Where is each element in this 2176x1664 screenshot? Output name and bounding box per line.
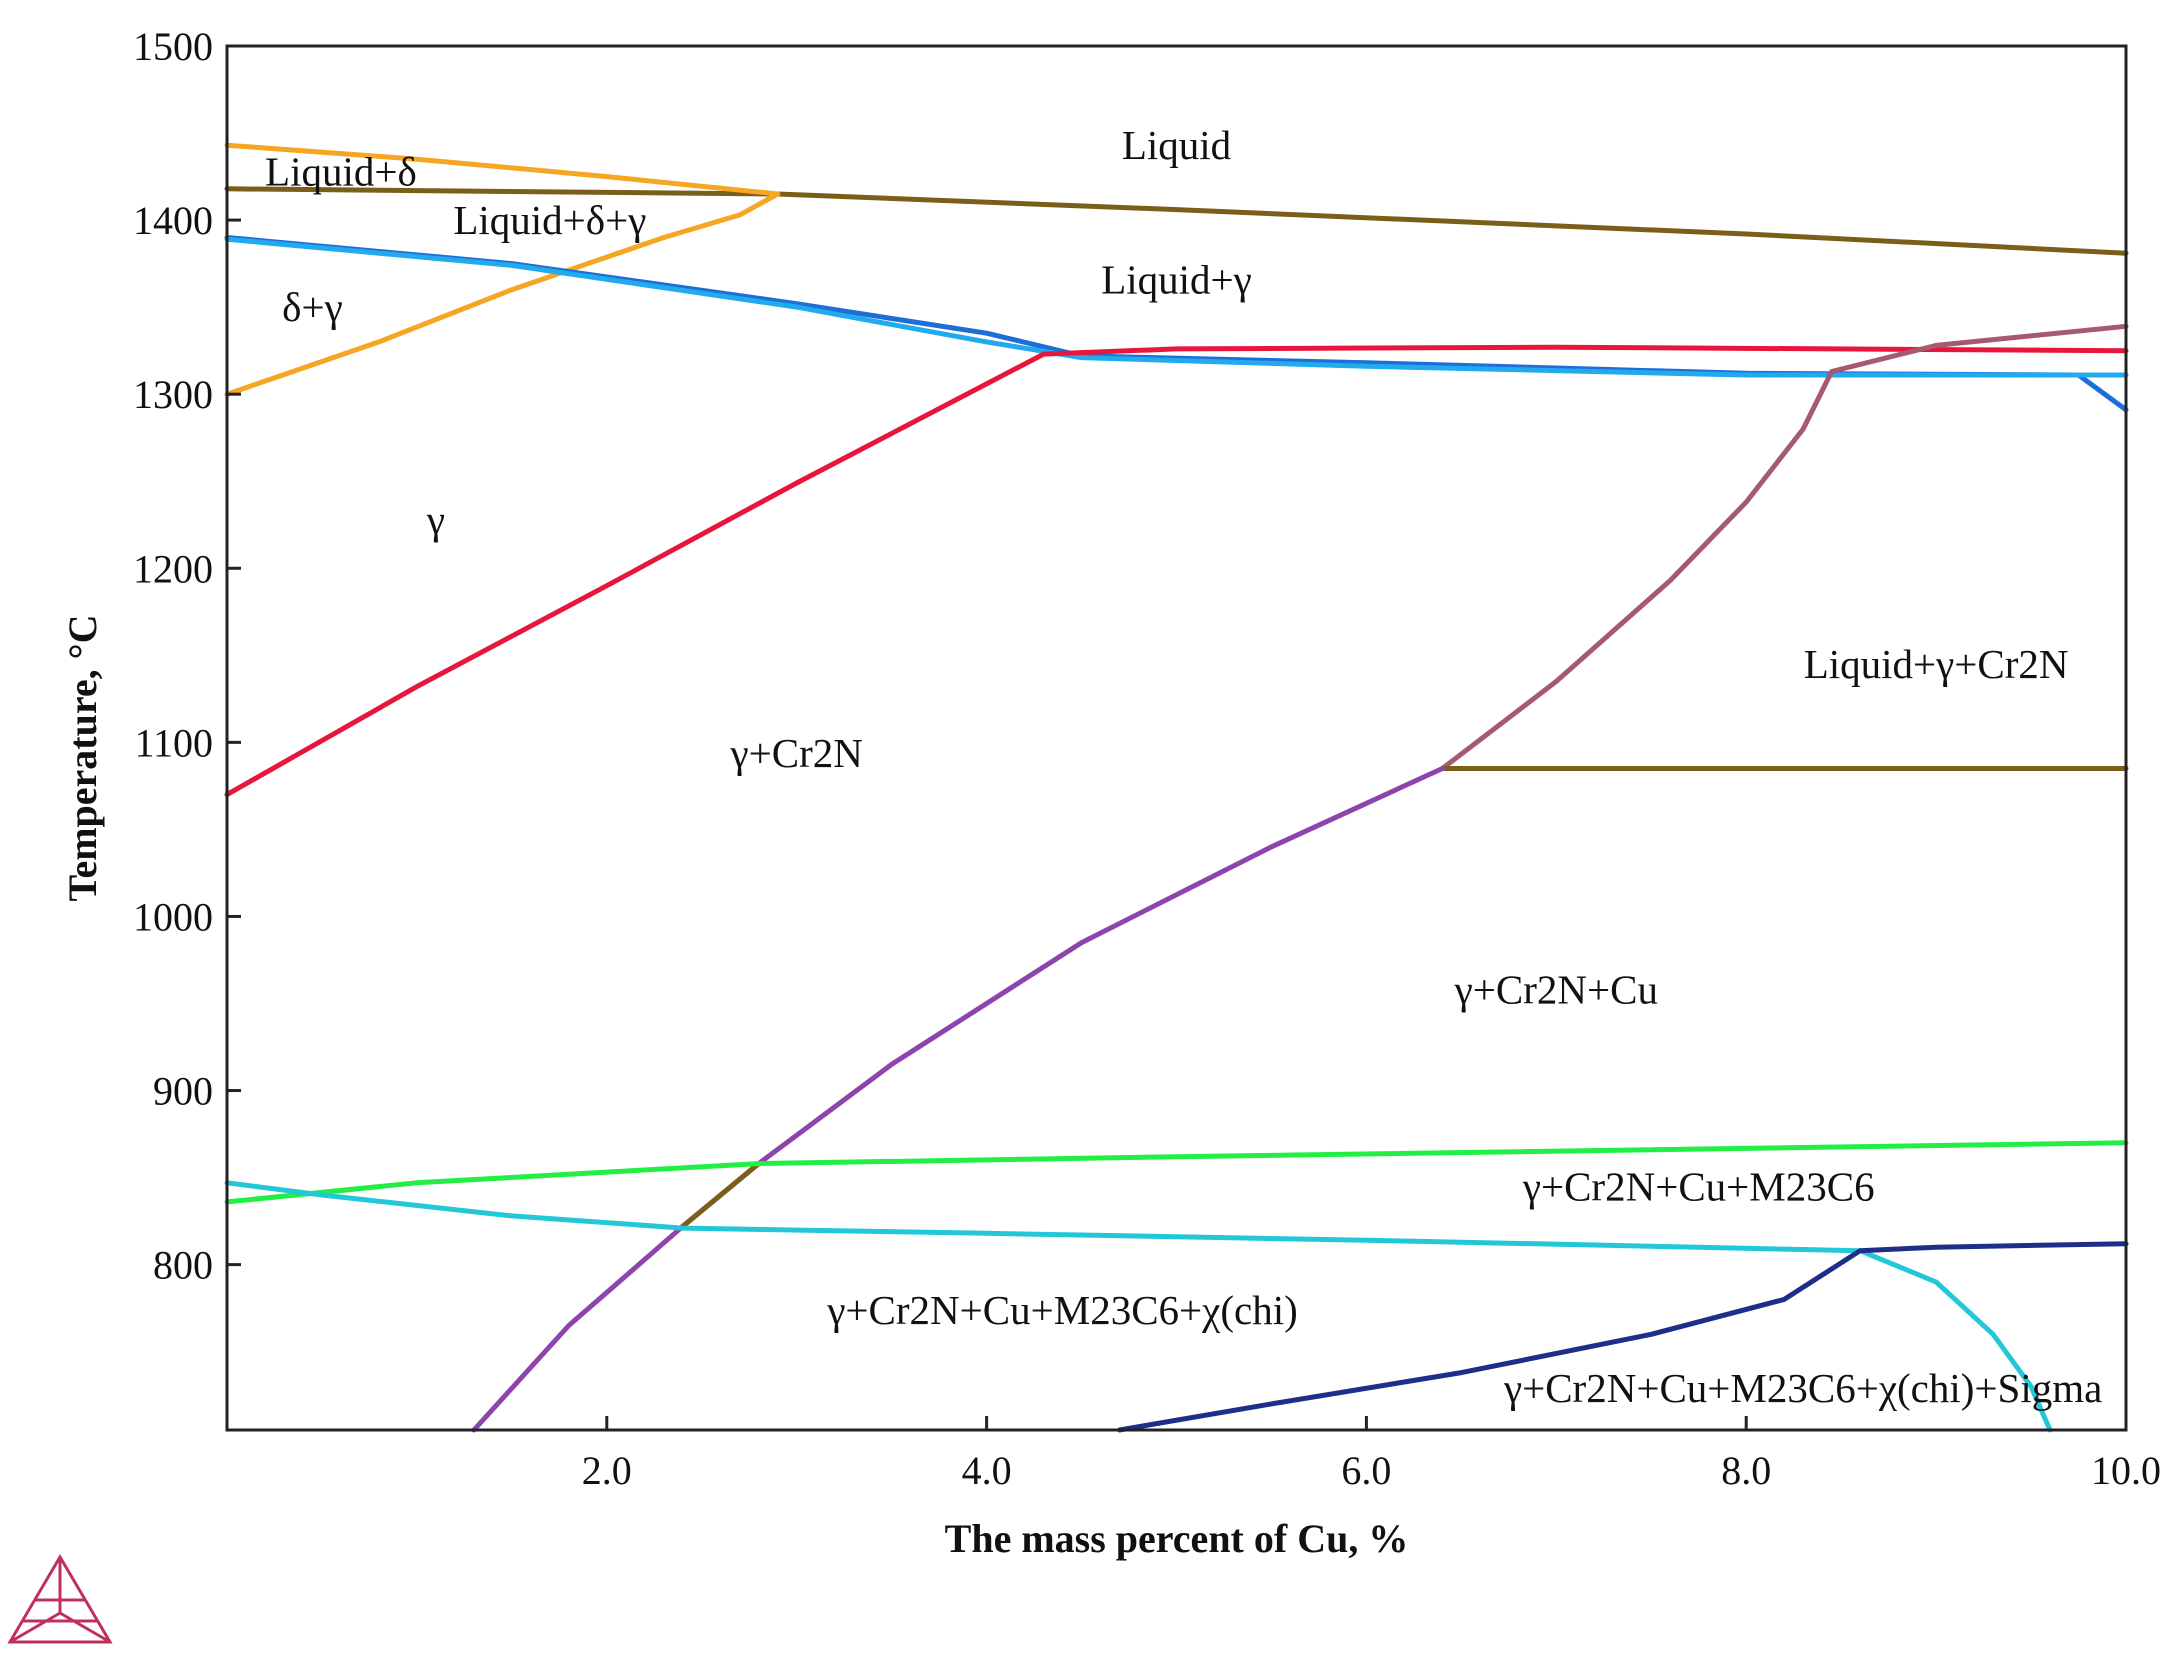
phase-region-label: γ+Cr2N+Cu+M23C6+χ(chi) xyxy=(826,1287,1297,1333)
x-tick-label: 8.0 xyxy=(1721,1448,1771,1493)
phase-region-label: Liquid xyxy=(1122,122,1231,168)
x-axis-title: The mass percent of Cu, % xyxy=(945,1516,1409,1561)
phase-region-label: Liquid+γ xyxy=(1101,256,1252,302)
series-line-cu-solvus-segment xyxy=(680,1161,762,1229)
phase-region-label: δ+γ xyxy=(282,284,343,330)
y-axis-title: Temperature, °C xyxy=(60,614,105,901)
series-line-liquidus xyxy=(224,186,2129,256)
series-line-sigma-solvus-right xyxy=(1857,1248,2053,1433)
series-line-cu-solvus-upper xyxy=(1439,323,2129,771)
x-tick-label: 10.0 xyxy=(2091,1448,2161,1493)
series-line-m23c6-solvus xyxy=(224,1140,2129,1205)
phase-region-label: Liquid+δ xyxy=(265,148,417,194)
series-line-delta-gamma-boundary xyxy=(224,191,781,397)
y-tick-label: 900 xyxy=(153,1069,213,1114)
phase-region-label: γ xyxy=(426,497,445,543)
y-tick-label: 1000 xyxy=(133,894,213,939)
series-line-sigma-solvus xyxy=(1117,1241,2129,1433)
y-tick-label: 1100 xyxy=(134,720,213,765)
plot-frame xyxy=(225,44,2128,1432)
phase-region-label: Liquid+δ+γ xyxy=(453,197,646,243)
y-tick-label: 1200 xyxy=(133,546,213,591)
axis-ticks: 2.0 4.0 6.0 8.0 10.0 800 900 1000 1100 1200 1300 14… xyxy=(133,24,2161,1493)
y-tick-label: 1400 xyxy=(133,198,213,243)
phase-region-label: γ+Cr2N+Cu+M23C6+χ(chi)+Sigma xyxy=(1503,1365,2102,1411)
phase-boundary-curves xyxy=(224,142,2129,1433)
series-line-gamma-solidus-light xyxy=(224,236,2129,378)
phase-region-label: γ+Cr2N+Cu xyxy=(1454,967,1658,1013)
phase-region-label: Liquid+γ+Cr2N xyxy=(1804,641,2069,687)
software-logo-icon xyxy=(7,1554,113,1644)
series-line-cu-solvus xyxy=(471,766,1445,1433)
series-line-chi-solvus xyxy=(224,1180,1863,1254)
series-line-liquid-delta-boundary xyxy=(224,142,781,197)
phase-region-label: γ+Cr2N+Cu+M23C6 xyxy=(1522,1163,1875,1209)
series-line-cr2n-solvus xyxy=(224,344,2129,798)
y-tick-label: 1300 xyxy=(133,372,213,417)
y-tick-label: 800 xyxy=(153,1243,213,1288)
x-tick-label: 4.0 xyxy=(962,1448,1012,1493)
x-tick-label: 6.0 xyxy=(1341,1448,1391,1493)
y-tick-label: 1500 xyxy=(133,24,213,69)
x-tick-label: 2.0 xyxy=(582,1448,632,1493)
phase-region-label: γ+Cr2N xyxy=(730,730,863,776)
phase-region-labels: Liquid Liquid+δ Liquid+δ+γ Liquid+γ δ+γ γ γ+Cr… xyxy=(265,122,2102,1411)
